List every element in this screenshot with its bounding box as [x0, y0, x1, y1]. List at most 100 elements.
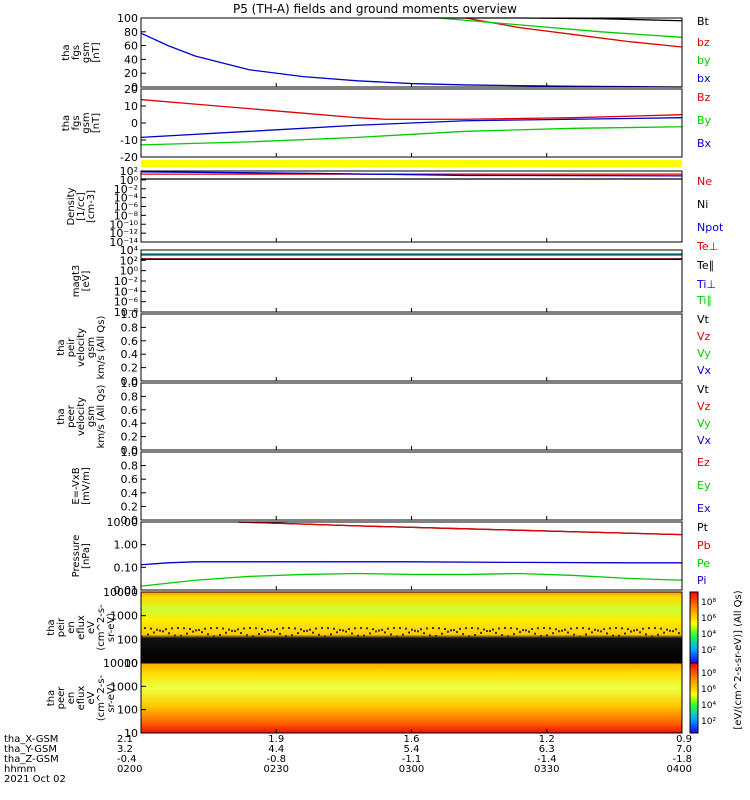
ytick-label: 0.0	[121, 444, 139, 457]
xaxis-tick-y: 4.4	[268, 744, 284, 755]
spectrogram-speckle	[486, 629, 488, 632]
ytick-label: 0.2	[121, 362, 139, 375]
legend-label-Vz: Vz	[697, 330, 711, 343]
ytick-label: 1.0	[121, 377, 139, 390]
spectrogram-speckle	[339, 628, 341, 631]
xaxis-tick-t: 0300	[399, 764, 424, 775]
spectrogram-speckle	[324, 635, 326, 638]
spectrogram-speckle	[543, 627, 545, 630]
series-line-Npot	[140, 171, 683, 177]
spectrogram-speckle	[522, 629, 524, 632]
spectrogram-speckle	[666, 628, 668, 631]
spectrogram-speckle	[333, 627, 335, 630]
spectrogram-10	[141, 663, 682, 733]
series-line-Pe	[140, 572, 683, 587]
xaxis-tick-z: -0.4	[117, 754, 137, 765]
colorbar-tick: 10⁶	[701, 685, 716, 695]
spectrogram-speckle	[288, 627, 290, 630]
xaxis-row-label: hhmm	[4, 764, 36, 775]
spectrogram-speckle	[342, 629, 344, 632]
spectrogram-speckle	[405, 627, 407, 630]
spectrogram-speckle	[573, 633, 575, 636]
spectrogram-speckle	[576, 627, 578, 630]
spectrogram-speckle	[363, 634, 365, 637]
spectrogram-speckle	[609, 627, 611, 630]
spectrogram-speckle	[222, 627, 224, 630]
spectrogram-speckle	[354, 627, 356, 630]
ylabel-line: [1/cc]	[76, 192, 87, 221]
ytick-label: 10	[124, 100, 138, 113]
spectrogram-speckle	[654, 627, 656, 630]
spectrogram-speckle	[237, 628, 239, 631]
xaxis-tick-z: -0.8	[266, 754, 286, 765]
spectrogram-speckle	[465, 627, 467, 630]
ytick-label: 0.8	[121, 321, 139, 334]
spectrogram-speckle	[246, 634, 248, 637]
spectrogram-speckle	[168, 632, 170, 635]
ylabel-line: velocity	[76, 328, 87, 367]
ylabel-1: tha fgs gsm [nT]	[61, 42, 102, 63]
xaxis-tick-t: 0400	[667, 764, 692, 775]
legend-label-Vx: Vx	[697, 364, 712, 377]
spectrogram-speckle	[504, 627, 506, 630]
spectrogram-speckle	[426, 627, 428, 630]
spectrogram-speckle	[444, 628, 446, 631]
ytick-label: 1000	[110, 610, 138, 623]
status-bar	[141, 160, 682, 167]
xaxis-tick-t: 0200	[117, 764, 142, 775]
xaxis-tick-y: 6.3	[539, 744, 555, 755]
legend-label-Vy: Vy	[697, 417, 711, 430]
spectrogram-speckle	[279, 632, 281, 635]
ylabel-line: eflux	[76, 615, 87, 640]
ytick-label: 0.8	[121, 460, 139, 473]
ytick-label: 80	[124, 26, 138, 39]
ylabel-line: [nPa]	[81, 543, 92, 569]
spectrogram-speckle	[219, 633, 221, 636]
spectrogram-speckle	[387, 627, 389, 630]
legend-label-Ez: Ez	[697, 456, 710, 469]
ytick-label: 10000	[103, 657, 138, 670]
spectrogram-speckle	[213, 635, 215, 638]
spectrogram-speckle	[432, 627, 434, 630]
panel-frame	[140, 170, 683, 243]
spectrogram-speckle	[546, 634, 548, 637]
spectrogram-speckle	[591, 631, 593, 634]
panel-5	[140, 313, 683, 382]
spectrogram-speckle	[555, 628, 557, 631]
ylabel-line: km/s (All Qs)	[96, 385, 107, 449]
colorbar-tick: 10⁸	[701, 598, 716, 608]
series-line-by	[438, 17, 683, 38]
legend-label-Ni: Ni	[697, 198, 708, 211]
panel-frame	[140, 382, 683, 451]
legend-label-Te⊥: Te⊥	[696, 240, 718, 253]
ylabel-9: tha peir en eflux eV (cm^2-s-sr-eV)	[46, 604, 117, 651]
ylabel-line: [nT]	[91, 42, 102, 62]
spectrogram-speckle	[141, 635, 143, 638]
spectrogram-speckle	[351, 632, 353, 635]
spectrogram-speckle	[435, 634, 437, 637]
ytick-label: 0.01	[114, 584, 139, 597]
ytick-label: 20	[124, 67, 138, 80]
panel-frame	[140, 17, 683, 88]
ytick-label: 10000	[103, 586, 138, 599]
ytick-label: 1.0	[121, 446, 139, 459]
ytick-label: -20	[120, 151, 138, 164]
ylabel-line: tha	[46, 690, 57, 706]
panel-7	[140, 451, 683, 521]
xaxis-row-label: tha_Z-GSM	[4, 754, 59, 765]
spectrogram-speckle	[231, 629, 233, 632]
ytick-label: 10⁻²	[114, 275, 138, 288]
legend-label-bx: bx	[697, 72, 711, 85]
spectrogram-speckle	[600, 630, 602, 633]
ytick-label: 10⁰	[120, 265, 139, 278]
legend-label-Bx: Bx	[697, 137, 712, 150]
colorbar-lower	[689, 662, 699, 734]
spectrogram-speckle	[381, 628, 383, 631]
spectrogram-speckle	[510, 627, 512, 630]
ylabel-line: gsm	[86, 337, 97, 358]
colorbar-upper	[689, 591, 699, 664]
ytick-label: 10⁻⁴	[114, 192, 139, 205]
panel-10	[140, 662, 683, 734]
ytick-label: 10	[124, 657, 138, 670]
spectrogram-speckle	[507, 635, 509, 638]
